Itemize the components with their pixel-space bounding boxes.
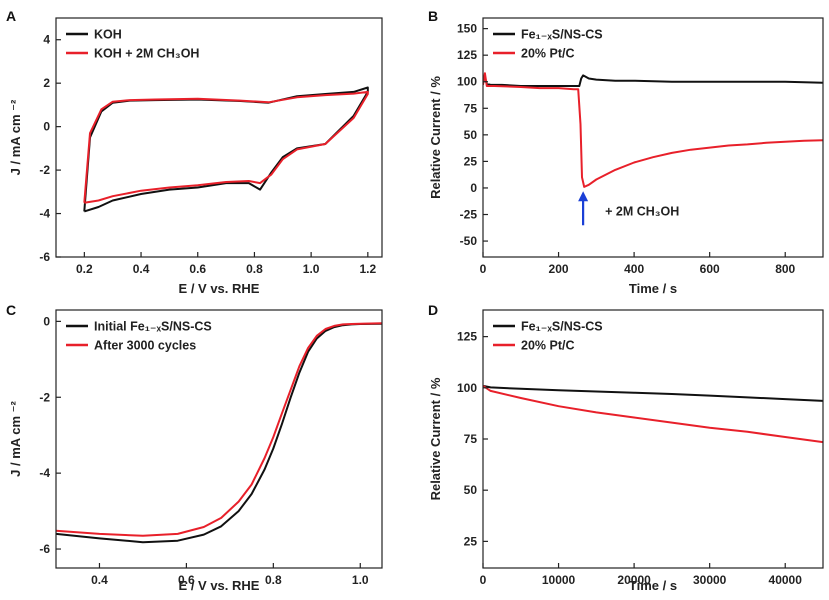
annotation-arrow-icon	[578, 191, 589, 202]
y-tick-label: 75	[464, 101, 478, 115]
y-tick-label: 0	[43, 314, 50, 328]
x-tick-label: 10000	[542, 573, 576, 587]
panel-d: 0 10000 20000 30000 40000 25 50 75 100 125 Time / …	[428, 302, 824, 593]
x-tick-label: 0.8	[265, 573, 282, 587]
y-tick-label: 125	[457, 48, 477, 62]
legend-label: After 3000 cycles	[94, 339, 196, 353]
legend-label: KOH + 2M CH₃OH	[94, 47, 199, 61]
plot-frame-b	[482, 17, 824, 258]
x-tick-label: 0.2	[76, 262, 93, 276]
x-tick-label: 600	[700, 262, 720, 276]
y-axis-label: J / mA cm ⁻²	[8, 99, 23, 175]
x-tick-label: 1.0	[303, 262, 320, 276]
panel-letter: B	[428, 8, 438, 24]
y-tick-label: 0	[470, 181, 477, 195]
x-tick-label: 0.6	[178, 573, 195, 587]
panel-b: 0 200 400 600 800 -50 -25 0 25 50 75 100 125 150 Time …	[428, 8, 824, 296]
x-tick-label: 0.6	[189, 262, 206, 276]
legend-label: 20% Pt/C	[521, 339, 575, 353]
x-tick-label: 800	[775, 262, 795, 276]
x-tick-label: 0.4	[133, 262, 150, 276]
y-tick-label: 0	[43, 120, 50, 134]
y-tick-label: 75	[464, 432, 478, 446]
x-tick-label: 30000	[693, 573, 727, 587]
y-tick-label: 50	[464, 483, 478, 497]
x-axis-label: E / V vs. RHE	[179, 281, 260, 296]
y-axis-label: Relative Current / %	[428, 377, 443, 500]
x-tick-label: 1.2	[359, 262, 376, 276]
panel-letter: D	[428, 302, 438, 318]
x-tick-label: 0	[480, 573, 487, 587]
y-tick-label: -6	[39, 542, 50, 556]
y-tick-label: 150	[457, 22, 477, 36]
x-tick-label: 400	[624, 262, 644, 276]
y-tick-label: 100	[457, 381, 477, 395]
panel-letter: C	[6, 302, 16, 318]
legend-label: Fe₁₋ₓS/NS-CS	[521, 28, 603, 42]
legend-label: Fe₁₋ₓS/NS-CS	[521, 320, 603, 334]
plot-frame-c	[55, 309, 383, 569]
y-tick-label: 100	[457, 75, 477, 89]
legend-label: 20% Pt/C	[521, 47, 575, 61]
y-tick-label: -2	[39, 390, 50, 404]
legend-label: KOH	[94, 28, 122, 42]
y-tick-label: 25	[464, 534, 478, 548]
legend-label: Initial Fe₁₋ₓS/NS-CS	[94, 320, 212, 334]
x-axis-label: Time / s	[629, 281, 677, 296]
y-tick-label: 2	[43, 76, 50, 90]
y-tick-label: 125	[457, 330, 477, 344]
x-tick-label: 200	[549, 262, 569, 276]
y-tick-label: -4	[39, 466, 50, 480]
x-tick-label: 40000	[769, 573, 803, 587]
y-tick-label: 25	[464, 154, 478, 168]
x-tick-label: 0	[480, 262, 487, 276]
x-axis-label: Time / s	[629, 578, 677, 593]
x-tick-label: 0.8	[246, 262, 263, 276]
panel-a: 0.2 0.4 0.6 0.8 1.0 1.2 -6 -4 -2 0 2 4 E / V vs. RHE…	[6, 8, 383, 296]
x-tick-label: 20000	[617, 573, 651, 587]
y-tick-label: -2	[39, 163, 50, 177]
x-axis-label: E / V vs. RHE	[179, 578, 260, 593]
y-axis-label: Relative Current / %	[428, 76, 443, 199]
series-line-b-2	[483, 72, 823, 188]
y-tick-label: 50	[464, 128, 478, 142]
annotation-label: + 2M CH₃OH	[605, 204, 679, 218]
y-axis-label: J / mA cm ⁻²	[8, 400, 23, 476]
panel-c: 0.4 0.6 0.8 1.0 -6 -4 -2 0 E / V vs. RHE J / mA c…	[6, 302, 383, 593]
x-tick-label: 1.0	[352, 573, 369, 587]
y-tick-label: 4	[43, 33, 50, 47]
series-line-c-1	[56, 322, 382, 544]
y-tick-label: -25	[460, 208, 478, 222]
x-tick-label: 0.4	[91, 573, 108, 587]
series-line-b-1	[483, 74, 823, 87]
series-line-d-1	[483, 384, 823, 402]
y-tick-label: -50	[460, 234, 478, 248]
panel-letter: A	[6, 8, 16, 24]
series-line-d-2	[483, 384, 823, 444]
y-tick-label: -4	[39, 207, 50, 221]
series-line-a-2	[83, 90, 369, 204]
series-line-c-2	[56, 322, 382, 537]
plot-frame-a	[55, 17, 383, 258]
y-tick-label: -6	[39, 250, 50, 264]
